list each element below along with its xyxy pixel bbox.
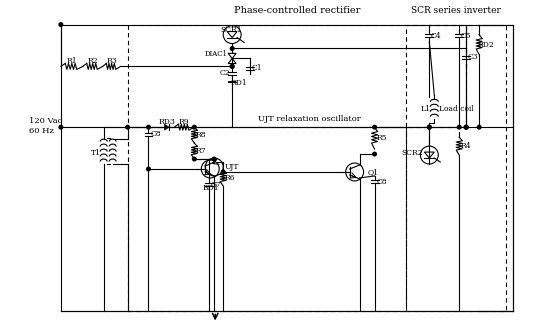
Text: DIAC1: DIAC1 [205, 50, 227, 58]
Circle shape [222, 170, 225, 174]
Circle shape [230, 47, 234, 50]
Text: C2: C2 [220, 69, 231, 77]
Polygon shape [164, 124, 169, 130]
Text: RD2: RD2 [478, 40, 494, 48]
Text: SCR1: SCR1 [221, 26, 242, 34]
Circle shape [373, 152, 376, 156]
Circle shape [477, 125, 481, 129]
Text: UJT: UJT [225, 163, 239, 171]
Circle shape [465, 125, 468, 129]
Text: Phase-controlled rectifier: Phase-controlled rectifier [234, 6, 360, 15]
Text: C8: C8 [376, 178, 387, 186]
Text: R8: R8 [196, 131, 207, 139]
Circle shape [213, 157, 216, 161]
Text: Q1: Q1 [368, 168, 379, 176]
Circle shape [230, 64, 234, 68]
Text: C8: C8 [150, 130, 161, 138]
Text: T1: T1 [91, 149, 101, 157]
Circle shape [193, 157, 196, 161]
Text: R9: R9 [179, 118, 190, 126]
Circle shape [428, 125, 431, 129]
Text: 60 Hz: 60 Hz [29, 127, 54, 135]
Text: R4: R4 [461, 142, 472, 150]
Text: C1: C1 [252, 64, 262, 72]
Text: C3: C3 [468, 53, 478, 61]
Circle shape [428, 125, 431, 129]
Text: C4: C4 [431, 31, 442, 39]
Circle shape [465, 125, 468, 129]
Text: 120 Vac: 120 Vac [29, 117, 62, 125]
Text: Load coil: Load coil [439, 105, 474, 113]
Polygon shape [228, 81, 236, 82]
Text: C5: C5 [461, 31, 472, 39]
Circle shape [373, 125, 376, 129]
Text: C7: C7 [211, 181, 222, 189]
Text: R1: R1 [67, 57, 77, 65]
Text: RD3: RD3 [159, 118, 176, 126]
Text: BD1: BD1 [203, 184, 219, 192]
Text: L1: L1 [420, 105, 430, 113]
Circle shape [147, 167, 150, 171]
Circle shape [465, 125, 468, 129]
Text: R2: R2 [88, 57, 98, 65]
Text: R6: R6 [225, 174, 235, 182]
Text: R7: R7 [196, 147, 207, 155]
Circle shape [126, 125, 129, 129]
Circle shape [59, 23, 62, 26]
Circle shape [458, 125, 461, 129]
Text: SCR2: SCR2 [402, 149, 423, 157]
Circle shape [230, 64, 234, 68]
Circle shape [193, 125, 196, 129]
Text: R5: R5 [376, 134, 387, 142]
Text: RD1: RD1 [231, 79, 247, 88]
Circle shape [59, 125, 62, 129]
Text: SCR series inverter: SCR series inverter [411, 6, 501, 15]
Circle shape [147, 125, 150, 129]
Text: R3: R3 [106, 57, 117, 65]
Text: UJT relaxation oscillator: UJT relaxation oscillator [258, 115, 361, 123]
